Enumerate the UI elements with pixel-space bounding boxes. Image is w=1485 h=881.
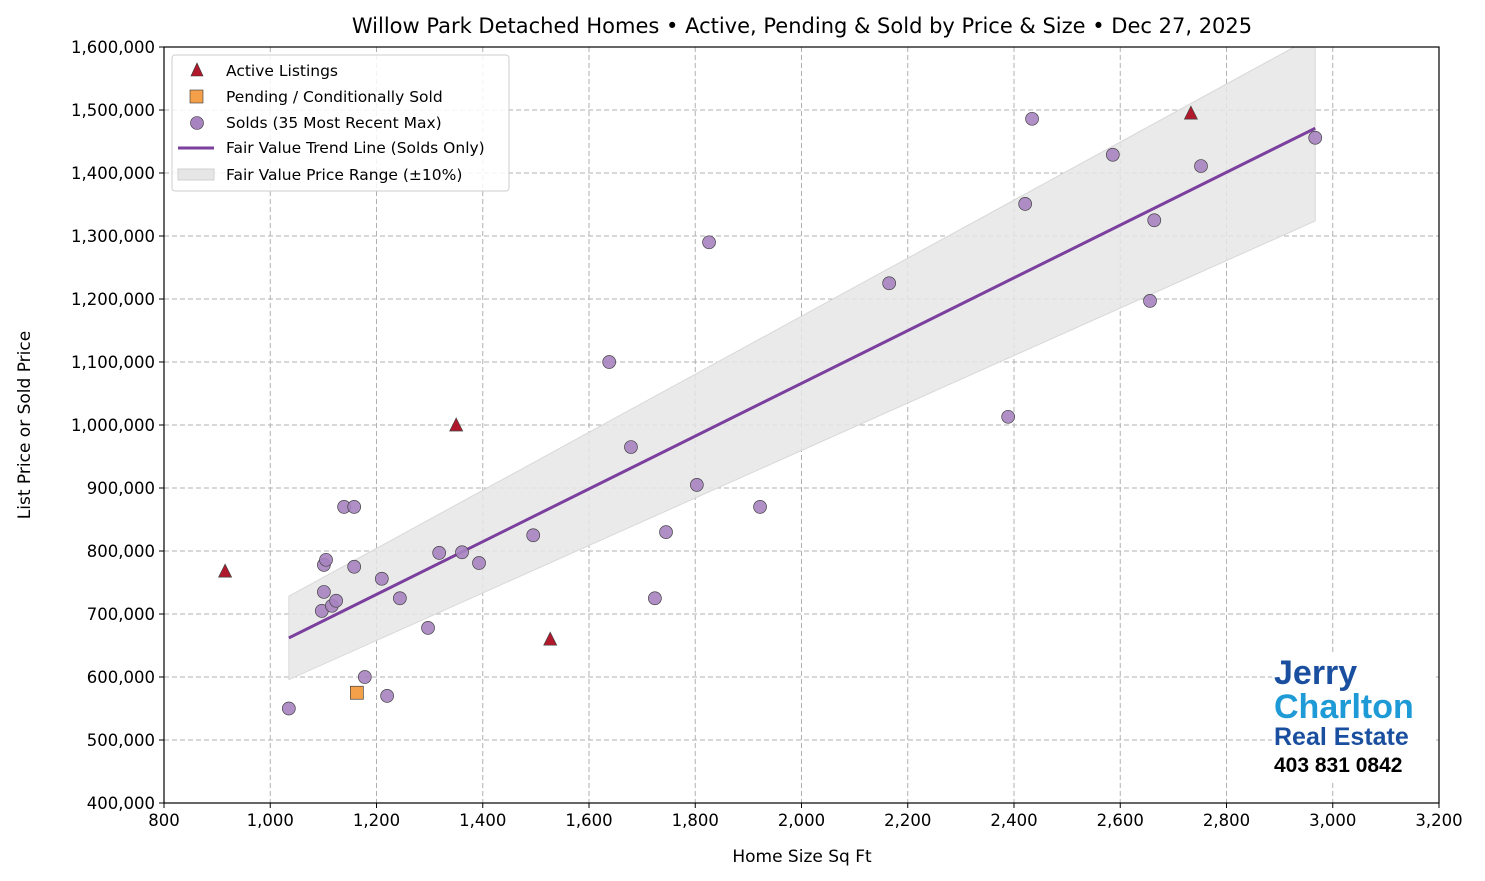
legend-trend: Fair Value Trend Line (Solds Only) [226,139,485,157]
sold-point [702,235,716,250]
x-tick-label: 2,800 [1203,811,1250,830]
chart-title: Willow Park Detached Homes • Active, Pen… [352,14,1252,38]
sold-point [421,621,435,635]
sold-point [1001,409,1016,424]
legend-circle-icon [190,116,204,130]
y-tick-label: 600,000 [87,668,155,687]
y-tick-label: 1,400,000 [71,164,155,183]
y-tick-label: 1,100,000 [71,353,155,372]
y-tick-label: 1,000,000 [71,416,155,435]
y-tick-label: 400,000 [87,794,155,813]
sold-point [1105,147,1120,162]
pending-point [349,685,364,700]
sold-point [329,593,343,608]
sold-point [319,552,333,567]
logo-line2: Charlton [1274,688,1414,726]
sold-point [624,440,638,454]
legend-square-icon [189,89,204,104]
sold-point [1194,159,1208,173]
x-tick-label: 1,800 [672,811,719,830]
active-point [1183,105,1198,120]
sold-point [526,528,541,543]
sold-point [1308,130,1323,145]
x-tick-label: 1,400 [459,811,506,830]
sold-point [472,556,486,570]
legend-active: Active Listings [226,62,338,80]
x-tick-label: 1,200 [353,811,400,830]
sold-point [380,689,394,703]
y-tick-label: 1,600,000 [71,38,155,57]
y-tick-label: 800,000 [87,542,155,561]
legend-band-icon [177,168,215,181]
sold-point [347,559,362,574]
logo-line1: Jerry [1274,654,1358,692]
logo-line3: Real Estate [1274,723,1409,751]
x-tick-label: 1,000 [247,811,294,830]
legend-pending: Pending / Conditionally Sold [226,88,443,106]
sold-point [753,500,767,514]
sold-point [317,585,331,599]
active-point [449,417,464,432]
logo-phone: 403 831 0842 [1274,754,1403,777]
x-tick-label: 2,400 [990,811,1037,830]
legend-triangle-icon [190,62,204,77]
brand-logo: Jerry Charlton Real Estate 403 831 0842 [1272,652,1434,780]
sold-point [648,591,662,606]
trend-line [288,126,1316,640]
x-tick-label: 3,200 [1415,811,1462,830]
legend: Active Listings Pending / Conditionally … [171,54,510,192]
legend-band: Fair Value Price Range (±10%) [226,166,462,184]
y-tick-label: 1,500,000 [71,101,155,120]
x-tick-label: 800 [148,811,180,830]
x-tick-label: 3,000 [1309,811,1356,830]
sold-point [357,670,372,684]
sold-point [602,355,617,369]
sold-point [432,546,447,560]
y-axis-label: List Price or Sold Price [15,331,35,519]
sold-point [1018,197,1033,211]
legend-solds: Solds (35 Most Recent Max) [226,114,442,132]
x-tick-label: 2,200 [884,811,931,830]
y-tick-label: 1,200,000 [71,290,155,309]
active-point [218,563,233,578]
sold-point [689,478,704,492]
active-point [543,631,558,646]
sold-point [393,591,407,606]
sold-point [281,701,296,716]
x-tick-label: 1,600 [565,811,612,830]
y-tick-label: 700,000 [87,605,155,624]
sold-point [374,571,389,586]
sold-point [882,276,897,291]
x-tick-label: 2,600 [1097,811,1144,830]
y-tick-label: 500,000 [87,731,155,750]
sold-point [1025,111,1039,126]
sold-point [1147,213,1162,228]
sold-point [1143,294,1157,308]
y-tick-label: 900,000 [87,479,155,498]
y-tick-label: 1,300,000 [71,227,155,246]
x-tick-label: 2,000 [778,811,825,830]
sold-point [455,545,469,560]
x-axis-label: Home Size Sq Ft [732,847,872,867]
sold-point [347,500,362,514]
sold-point [659,525,673,539]
